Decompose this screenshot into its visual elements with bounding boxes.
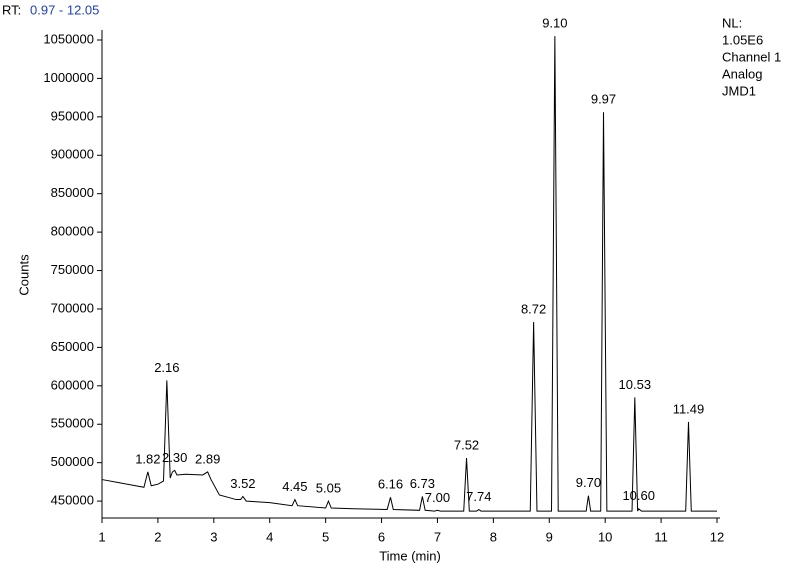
peak-label: 7.52 (454, 437, 479, 452)
peak-label: 7.00 (425, 490, 450, 505)
info-line: JMD1 (722, 83, 756, 98)
header-range: 0.97 - 12.05 (30, 2, 99, 17)
x-tick-label: 3 (210, 529, 217, 544)
peak-label: 6.16 (378, 477, 403, 492)
x-tick-label: 11 (654, 529, 668, 544)
info-line: NL: (722, 15, 742, 30)
peak-label: 5.05 (316, 481, 341, 496)
x-tick-label: 12 (710, 529, 724, 544)
peak-label: 8.72 (521, 301, 546, 316)
y-tick-label: 450000 (51, 493, 94, 508)
peak-label: 2.16 (154, 360, 179, 375)
y-tick-label: 700000 (51, 300, 94, 315)
y-tick-label: 1050000 (43, 31, 94, 46)
peak-label: 1.82 (135, 451, 160, 466)
y-tick-label: 900000 (51, 147, 94, 162)
peak-label: 4.45 (282, 479, 307, 494)
peak-label: 7.74 (466, 489, 491, 504)
x-tick-label: 9 (546, 529, 553, 544)
y-tick-label: 500000 (51, 454, 94, 469)
y-tick-label: 950000 (51, 108, 94, 123)
x-axis-title: Time (min) (379, 548, 441, 563)
peak-label: 9.97 (591, 92, 616, 107)
peak-label: 10.53 (619, 377, 652, 392)
info-line: Channel 1 (722, 49, 781, 64)
x-tick-label: 10 (598, 529, 612, 544)
y-tick-label: 850000 (51, 185, 94, 200)
x-tick-label: 2 (154, 529, 161, 544)
y-tick-label: 1000000 (43, 70, 94, 85)
y-tick-label: 800000 (51, 224, 94, 239)
peak-label: 11.49 (673, 401, 705, 416)
peak-label: 9.10 (542, 16, 567, 31)
x-tick-label: 7 (434, 529, 441, 544)
x-tick-label: 6 (378, 529, 385, 544)
trace (101, 36, 717, 512)
y-tick-label: 750000 (51, 262, 94, 277)
info-line: 1.05E6 (722, 32, 763, 47)
header-label: RT: (2, 2, 21, 17)
peak-label: 10.60 (622, 488, 655, 503)
x-tick-label: 1 (98, 529, 105, 544)
x-tick-label: 8 (490, 529, 497, 544)
peak-label: 6.73 (410, 476, 435, 491)
x-tick-label: 4 (266, 529, 273, 544)
peak-label: 2.89 (195, 451, 220, 466)
y-tick-label: 550000 (51, 416, 94, 431)
x-tick-label: 5 (322, 529, 329, 544)
y-tick-label: 650000 (51, 339, 94, 354)
info-line: Analog (722, 66, 762, 81)
y-tick-label: 600000 (51, 377, 94, 392)
peak-label: 3.52 (230, 476, 255, 491)
peak-label: 9.70 (576, 475, 601, 490)
peak-label: 2.30 (162, 450, 187, 465)
y-axis-title: Counts (16, 254, 31, 296)
